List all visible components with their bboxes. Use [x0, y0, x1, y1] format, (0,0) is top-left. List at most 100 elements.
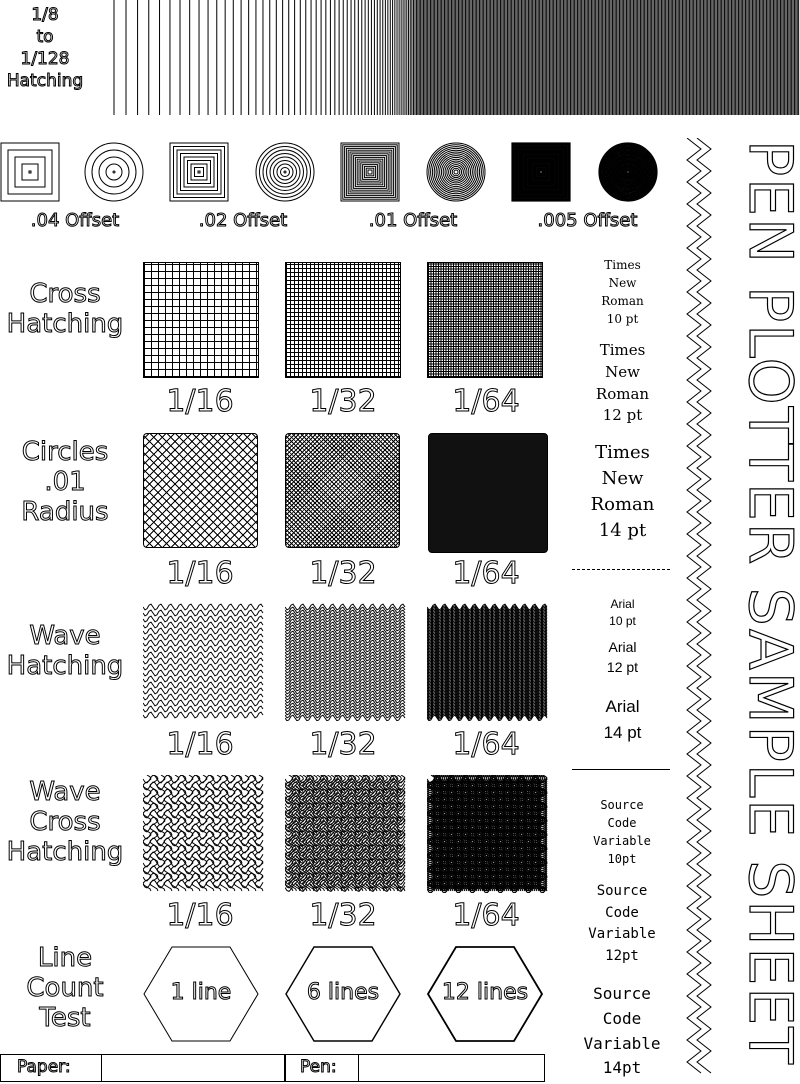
- sample-line: New: [605, 362, 640, 381]
- offset-square-ring: [360, 162, 380, 182]
- row-label-line: Circles: [21, 437, 109, 468]
- row-label-line: Cross: [29, 279, 101, 310]
- wave-line: [156, 775, 166, 892]
- wave-line: [496, 775, 506, 892]
- wave-line: [285, 708, 406, 716]
- fraction-label: 1/64: [452, 727, 520, 763]
- wave-line: [427, 646, 548, 655]
- wave-line: [212, 775, 222, 892]
- wave-line: [452, 775, 462, 892]
- wave-line: [427, 618, 548, 626]
- wave-line: [518, 775, 528, 892]
- wave-line: [285, 675, 406, 683]
- wave-line: [285, 636, 406, 644]
- wave-line: [436, 775, 446, 892]
- wave-line: [494, 775, 504, 892]
- paper-field[interactable]: Paper:: [0, 1054, 285, 1082]
- offset-circle-ring: [446, 162, 466, 182]
- offset-square-ring: [533, 164, 549, 180]
- pen-field[interactable]: Pen:: [285, 1054, 545, 1082]
- wave-line: [365, 775, 374, 892]
- wave-line: [427, 712, 548, 721]
- sample-line: Code: [607, 816, 637, 830]
- offset-square-ring: [530, 161, 552, 183]
- wave-line: [482, 775, 492, 892]
- circles-1-32-swatch: [285, 433, 400, 548]
- sample-line: New: [601, 468, 644, 490]
- offset-circle-ring: [449, 165, 463, 179]
- sample-line: New: [608, 276, 637, 290]
- sample-line: Arial: [608, 639, 637, 655]
- wave-line: [291, 775, 301, 892]
- wave-line: [427, 676, 548, 685]
- offset-circle-ring: [617, 161, 639, 183]
- wave-line: [488, 775, 498, 892]
- wave-line: [427, 649, 548, 658]
- offset-circle-ring: [266, 153, 304, 191]
- offset-square-ring: [356, 158, 384, 186]
- sample-line: Code: [602, 1008, 642, 1028]
- offset-circle-ring: [440, 156, 472, 188]
- offset-square-ring: [362, 164, 378, 180]
- wave-line: [302, 775, 311, 892]
- wave-line: [427, 775, 436, 892]
- wave-line: [143, 669, 264, 677]
- wave-hatch-1-32-swatch: [285, 603, 406, 721]
- offset-label: .005 Offset: [537, 210, 638, 232]
- wave-line: [344, 775, 353, 892]
- row-label-line-count-test: Line Count Test: [0, 943, 130, 1034]
- wave-line: [427, 693, 548, 701]
- wave-line: [163, 775, 173, 892]
- wave-line: [427, 708, 548, 716]
- offset-square-ring: [342, 144, 398, 200]
- zigzag-border: [686, 138, 712, 1074]
- hexagon-1-line: [143, 946, 259, 1042]
- wave-line: [470, 775, 480, 892]
- wave-line: [427, 657, 548, 665]
- offset-square-ring: [340, 142, 400, 202]
- wave-line: [298, 775, 308, 892]
- offset-circle-ring: [605, 149, 651, 195]
- wave-line: [427, 667, 548, 676]
- wave-line: [198, 775, 208, 892]
- wave-line: [504, 775, 514, 892]
- wave-line: [285, 606, 406, 614]
- wave-line: [450, 775, 460, 892]
- offset-square-ring: [176, 149, 222, 195]
- wave-line: [427, 648, 548, 656]
- offset-circle-ring: [437, 153, 475, 191]
- wave-line: [427, 624, 548, 632]
- offset-square-ring: [349, 151, 391, 193]
- offset-square-ring: [537, 168, 545, 176]
- wave-line: [427, 688, 548, 697]
- wave-line: [427, 685, 548, 694]
- fraction-label: 1/64: [452, 384, 520, 420]
- wave-line: [460, 775, 470, 892]
- wave-line: [427, 622, 548, 631]
- wave-line: [372, 775, 381, 892]
- cross-hatch-1-32-swatch: [285, 262, 401, 378]
- wave-line: [466, 775, 476, 892]
- sample-line: Times: [604, 258, 641, 272]
- offset-square-ring: [532, 163, 550, 181]
- offset-square-ring: [351, 153, 389, 191]
- wave-line: [143, 795, 264, 805]
- offset-circle-ring: [610, 154, 646, 190]
- offset-square-ring: [535, 166, 547, 178]
- cross-hatch-1-16-swatch: [143, 262, 259, 378]
- wave-line: [427, 607, 548, 616]
- wave-line: [427, 655, 548, 664]
- wave-line: [285, 702, 406, 710]
- wave-line: [528, 775, 538, 892]
- wave-line: [427, 684, 548, 692]
- wave-line: [442, 775, 452, 892]
- offset-circle-ring: [626, 170, 630, 174]
- offset-square-ring: [515, 146, 567, 198]
- wave-line: [427, 699, 548, 707]
- wave-line: [285, 663, 406, 671]
- wave-line: [480, 775, 490, 892]
- hatching-label-line: 1/128: [20, 49, 70, 70]
- wave-line: [427, 609, 548, 617]
- wave-line: [285, 621, 406, 629]
- wave-line: [368, 775, 378, 892]
